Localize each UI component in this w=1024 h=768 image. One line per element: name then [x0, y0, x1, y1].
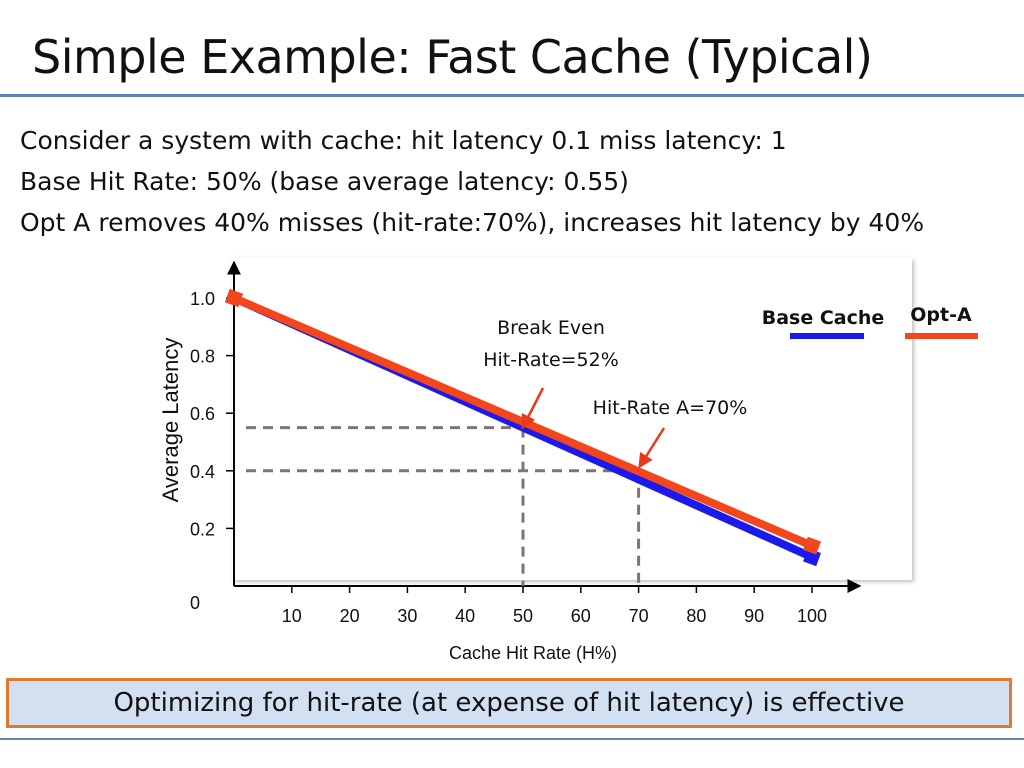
- annotation-2-arrow: [638, 427, 666, 469]
- series-marker-opt-a: [803, 536, 821, 555]
- footer-divider: [0, 738, 1024, 740]
- x-tick-label: 70: [629, 606, 649, 626]
- slide-title: Simple Example: Fast Cache (Typical): [32, 30, 873, 84]
- y-tick-label: 1.0: [190, 289, 215, 309]
- y-tick-label: 0.2: [190, 519, 215, 539]
- legend-label-base-cache: Base Cache: [762, 307, 885, 329]
- annotation-1-line-2: Hit-Rate=52%: [483, 349, 619, 371]
- x-tick-label: 80: [686, 606, 706, 626]
- x-tick-label: 50: [513, 606, 533, 626]
- y-tick-label: 0.8: [190, 347, 215, 367]
- plot-panel: [232, 258, 912, 580]
- annotation-1-line-1: Break Even: [497, 317, 605, 339]
- x-tick-label: 20: [340, 606, 360, 626]
- chart-layer: 10 20 30 40 50 60 70 80 90 100 0 0.2 0.4 0.6 0.8 1.0 Cac…: [158, 260, 978, 663]
- x-tick-label: 30: [397, 606, 417, 626]
- annotation-2-line-1: Hit-Rate A=70%: [593, 397, 748, 419]
- y-tick-label: 0.6: [190, 404, 215, 424]
- annotation-1-arrow: [521, 387, 545, 430]
- y-tick-label: 0.4: [190, 462, 215, 482]
- body-line-3: Opt A removes 40% misses (hit-rate:70%),…: [20, 208, 925, 237]
- x-tick-label: 60: [571, 606, 591, 626]
- y-axis-label: Average Latency: [158, 338, 183, 503]
- x-tick-label: 90: [744, 606, 764, 626]
- y-tick-label: 0: [190, 593, 200, 613]
- legend-label-opt-a: Opt-A: [910, 304, 972, 326]
- title-divider: [0, 94, 1024, 97]
- x-tick-label: 40: [455, 606, 475, 626]
- series-marker-opt-a: [225, 289, 243, 307]
- x-axis-label: Cache Hit Rate (H%): [449, 643, 617, 663]
- body-line-1: Consider a system with cache: hit latenc…: [20, 126, 787, 155]
- body-line-2: Base Hit Rate: 50% (base average latency…: [20, 167, 629, 196]
- conclusion-callout: Optimizing for hit-rate (at expense of h…: [6, 678, 1012, 728]
- x-tick-label: 100: [797, 606, 827, 626]
- x-tick-label: 10: [282, 606, 302, 626]
